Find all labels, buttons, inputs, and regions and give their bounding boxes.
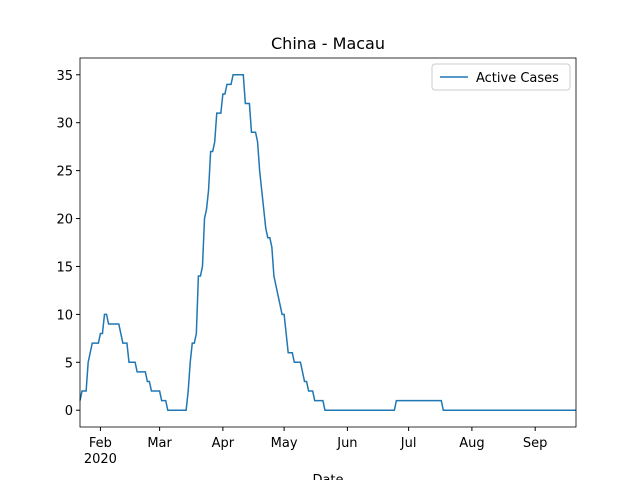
x-tick-label: Aug (459, 436, 484, 451)
legend-label: Active Cases (476, 71, 559, 86)
x-tick-label: May (271, 436, 298, 451)
x-tick-label: Jun (336, 436, 357, 451)
legend: Active Cases (431, 63, 571, 91)
y-tick-label: 15 (56, 260, 73, 275)
data-line (79, 74, 576, 411)
x-tick-label: Feb 2020 (84, 436, 117, 467)
x-tick-label: Sep (523, 436, 548, 451)
x-tick-label: Mar (147, 436, 172, 451)
x-tick-label: Jul (400, 436, 417, 451)
y-tick-label: 35 (56, 69, 73, 84)
legend-box (431, 63, 571, 91)
chart-title: China - Macau (271, 34, 385, 53)
y-tick-label: 10 (56, 308, 73, 323)
y-tick-label: 20 (56, 213, 73, 228)
x-axis-label: Date (312, 473, 343, 480)
x-tick-label: Apr (212, 436, 235, 451)
y-tick-label: 0 (65, 404, 73, 419)
y-tick-label: 25 (56, 165, 73, 180)
y-tick-label: 5 (65, 356, 73, 371)
y-tick-label: 30 (56, 117, 73, 132)
plot-frame (79, 57, 577, 428)
